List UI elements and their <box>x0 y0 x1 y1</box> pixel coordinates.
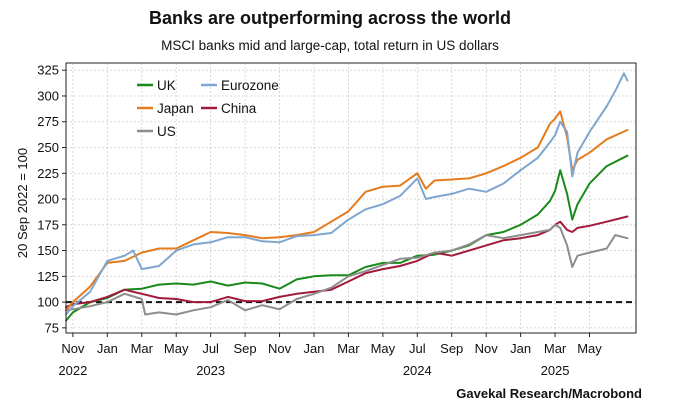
x-tick-label: May <box>371 341 396 356</box>
series-line-japan <box>65 110 629 312</box>
y-tick-label: 275 <box>37 114 59 129</box>
series-line-us <box>65 223 629 316</box>
legend-label-japan: Japan <box>157 101 194 116</box>
x-tick-label: Nov <box>475 341 499 356</box>
x-tick-label: Nov <box>61 341 85 356</box>
x-tick-labels: Nov 2022 Jan Mar May Jul 2023 Sep Nov Jan Mar May Ju… <box>58 333 602 378</box>
y-tick-label: 100 <box>37 295 59 310</box>
x-year-label: 2023 <box>196 363 225 378</box>
y-tick-label: 225 <box>37 166 59 181</box>
x-tick-label: May <box>164 341 189 356</box>
series-line-eurozone <box>65 72 629 316</box>
y-tick-label: 200 <box>37 192 59 207</box>
source-label: Gavekal Research/Macrobond <box>456 386 642 401</box>
y-tick-label: 150 <box>37 243 59 258</box>
y-tick-label: 325 <box>37 63 59 78</box>
legend-label-china: China <box>221 101 257 116</box>
y-tick-label: 75 <box>45 320 59 335</box>
x-tick-label: Mar <box>131 341 154 356</box>
x-year-label: 2024 <box>403 363 432 378</box>
y-axis-label: 20 Sep 2022 = 100 <box>15 148 30 258</box>
legend-label-uk: UK <box>157 78 176 93</box>
y-tick-label: 250 <box>37 140 59 155</box>
x-year-label: 2025 <box>541 363 570 378</box>
legend: UK Eurozone Japan China US <box>137 78 279 139</box>
plot-frame <box>65 62 637 334</box>
x-tick-label: Jan <box>97 341 118 356</box>
x-tick-label: Sep <box>440 341 463 356</box>
chart-title: Banks are outperforming across the world <box>149 8 511 28</box>
x-tick-label: Sep <box>234 341 257 356</box>
x-tick-label: Jul <box>409 341 426 356</box>
legend-label-us: US <box>157 124 176 139</box>
x-tick-label: Nov <box>268 341 292 356</box>
chart-subtitle: MSCI banks mid and large-cap, total retu… <box>161 38 499 53</box>
x-tick-label: May <box>577 341 602 356</box>
y-tick-label: 175 <box>37 217 59 232</box>
y-tick-labels: 75 100 125 150 175 200 225 250 275 300 325 <box>37 63 66 335</box>
series-line-uk <box>65 154 629 322</box>
y-tick-label: 300 <box>37 88 59 103</box>
series-layer <box>65 72 629 322</box>
x-year-label: 2022 <box>58 363 87 378</box>
series-line-china <box>65 215 629 309</box>
x-tick-label: Jul <box>202 341 219 356</box>
y-tick-label: 125 <box>37 269 59 284</box>
x-tick-label: Jan <box>303 341 324 356</box>
x-tick-label: Jan <box>510 341 531 356</box>
legend-label-eurozone: Eurozone <box>221 78 279 93</box>
x-tick-label: Mar <box>544 341 567 356</box>
x-tick-label: Mar <box>337 341 360 356</box>
